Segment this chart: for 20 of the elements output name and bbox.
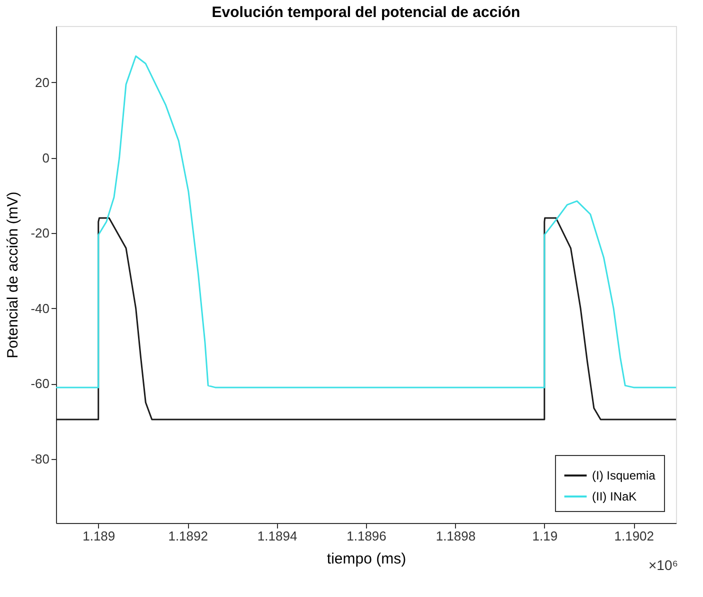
x-tick-label: 1.1894 xyxy=(257,528,298,544)
y-tick-label: -60 xyxy=(30,376,50,392)
x-tick-label: 1.19 xyxy=(532,528,558,544)
x-tick-label: 1.1898 xyxy=(436,528,476,544)
x-tick-label: 1.1896 xyxy=(346,528,386,544)
chart-title: Evolución temporal del potencial de acción xyxy=(212,4,520,21)
legend-label: (I) Isquemia xyxy=(592,468,656,482)
x-axis-title: tiempo (ms) xyxy=(326,550,406,568)
x-tick-label: 1.189 xyxy=(82,528,116,544)
line-series xyxy=(56,55,676,388)
y-tick-label: -20 xyxy=(30,226,50,241)
legend-label: (II) INaK xyxy=(592,490,637,504)
x-tick-label: 1.1902 xyxy=(614,528,654,544)
y-tick-label: -80 xyxy=(30,451,50,466)
y-axis-title: Potencial de acción (mV) xyxy=(4,192,22,358)
y-tick-label: 20 xyxy=(35,74,50,90)
y-tick-label: 0 xyxy=(42,150,50,166)
y-tick-label: -40 xyxy=(30,300,50,316)
x-tick-label: 1.1892 xyxy=(168,528,208,544)
text: ×10⁶ xyxy=(648,557,678,573)
